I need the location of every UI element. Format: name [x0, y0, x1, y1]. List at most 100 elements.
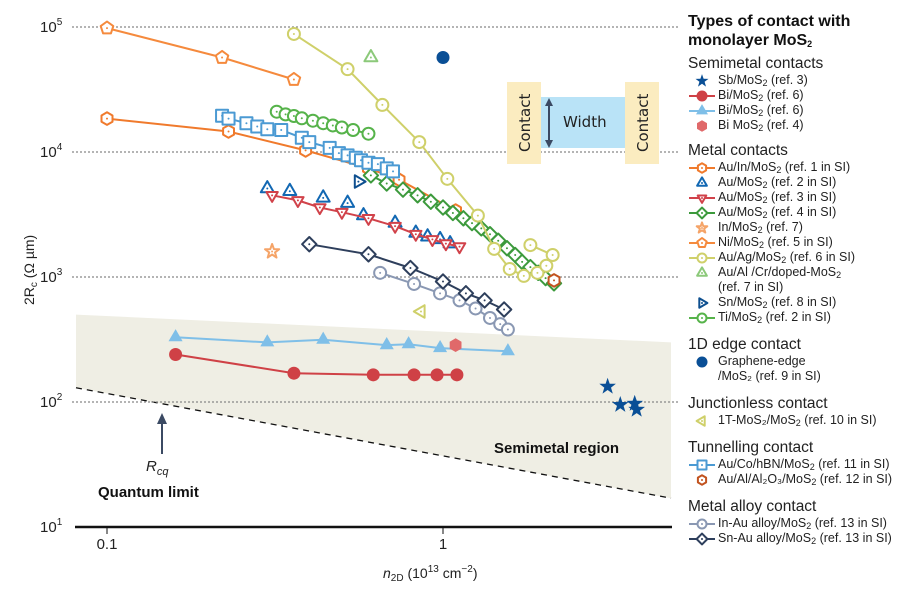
legend-item-al2o3: Au/Al/Al₂O₃/MoS2 (ref. 12 in SI) — [688, 472, 902, 487]
legend-item-au-in: Au/In/MoS2 (ref. 1 in SI) — [688, 160, 902, 175]
data-point-sb — [599, 377, 616, 394]
data-point-sn — [353, 174, 367, 189]
data-point-au-in — [100, 111, 114, 126]
legend-marker — [696, 474, 708, 486]
legend-item-1t: 1T-MoS₂/MoS2 (ref. 10 in SI) — [688, 413, 902, 428]
legend-marker-icon — [688, 103, 718, 118]
contact-schematic-inset: Contact Contact Width — [507, 82, 659, 164]
data-point-bi-circle — [430, 368, 444, 382]
data-point-bi-circle — [366, 368, 380, 382]
legend-item-label: Au/Ag/MoS2 (ref. 6 in SI) — [718, 250, 856, 265]
legend-item-sn: Sn/MoS2 (ref. 8 in SI) — [688, 295, 902, 310]
legend-item-label: Au/MoS2 (ref. 4 in SI) — [718, 205, 837, 220]
data-point-au3 — [409, 229, 423, 242]
data-point-ni — [214, 49, 230, 64]
legend-marker — [696, 518, 708, 530]
data-point-au3 — [335, 207, 349, 220]
data-point-au3 — [313, 203, 327, 216]
rcq-annotation: Rcq — [146, 413, 169, 478]
rcq-label: Rcq — [146, 458, 169, 478]
data-point-ni — [99, 20, 115, 35]
data-point-au4 — [444, 204, 462, 222]
data-point-al2o3 — [547, 273, 561, 288]
legend: Types of contact with monolayer MoS2 Semi… — [688, 12, 902, 546]
legend-group-label: Semimetal contacts — [688, 55, 824, 72]
data-point-sn-au — [476, 292, 493, 309]
legend-item-au3: Au/MoS2 (ref. 3 in SI) — [688, 190, 902, 205]
legend-item-label: 1T-MoS₂/MoS2 (ref. 10 in SI) — [718, 413, 877, 428]
legend-group-label: Junctionless contact — [688, 395, 828, 412]
inset-width-label: Width — [563, 113, 607, 131]
legend-item-in7: In/MoS2 (ref. 7) — [688, 220, 902, 235]
data-point-in-au — [500, 322, 515, 337]
data-point-bi-triangle — [379, 337, 394, 350]
legend-marker-icon — [688, 175, 718, 190]
data-point-au2 — [282, 182, 298, 196]
legend-marker — [696, 237, 708, 248]
data-point-au-ag — [523, 238, 538, 253]
legend-item-label: Au/Al/Al₂O₃/MoS2 (ref. 12 in SI) — [718, 472, 893, 487]
legend-item-label: Graphene-edge/MoS₂ (ref. 9 in SI) — [718, 354, 821, 383]
legend-marker-icon — [688, 457, 718, 472]
data-point-bi-triangle — [433, 340, 448, 353]
series-line-au3 — [271, 194, 460, 248]
data-point-au2 — [315, 189, 331, 203]
series-line-ni — [106, 27, 295, 81]
series-bi-triangle — [168, 329, 515, 356]
data-point-ti — [334, 120, 349, 135]
series-au-ag — [286, 26, 560, 283]
semimetal-region-label: Semimetal region — [494, 440, 619, 457]
data-point-au-ag — [412, 135, 427, 150]
legend-marker — [695, 532, 709, 546]
data-point-au-ag — [530, 265, 545, 280]
legend-item-label: Bi/MoS2 (ref. 6) — [718, 88, 804, 103]
legend-item-sn-au: Sn-Au alloy/MoS2 (ref. 13 in SI) — [688, 531, 902, 546]
data-point-bi-circle — [450, 368, 464, 382]
legend-item-label: Au/MoS2 (ref. 3 in SI) — [718, 190, 837, 205]
semimetal-region — [76, 314, 671, 499]
data-point-au-ag — [470, 208, 485, 223]
series-ni — [99, 20, 302, 86]
series-line-sn-au — [309, 243, 505, 311]
y-tick-label: 104 — [40, 142, 63, 161]
legend-item-label: Bi MoS2 (ref. 4) — [718, 118, 804, 133]
series-sn — [353, 174, 367, 189]
data-point-bi-triangle — [500, 343, 515, 356]
data-point-ti — [305, 113, 320, 128]
series-sn-au — [301, 236, 513, 318]
data-point-bi-circle — [407, 368, 421, 382]
legend-item-ti: Ti/MoS2 (ref. 2 in SI) — [688, 310, 902, 325]
data-point-1t — [412, 304, 426, 319]
legend-item-label: Au/Al /Cr/doped-MoS2 (ref. 7 in SI) — [718, 265, 842, 294]
legend-marker — [696, 194, 708, 204]
quantum-limit-label: Quantum limit — [98, 484, 199, 501]
y-tick-label: 102 — [40, 392, 63, 411]
legend-item-label: In-Au alloy/MoS2 (ref. 13 in SI) — [718, 516, 887, 531]
legend-marker-icon — [688, 88, 718, 103]
legend-item-bi-circle: Bi/MoS2 (ref. 6) — [688, 88, 902, 103]
inset-left-contact-label: Contact — [516, 94, 534, 152]
legend-marker-icon — [688, 516, 718, 531]
legend-item-hbn: Au/Co/hBN/MoS2 (ref. 11 in SI) — [688, 457, 902, 472]
data-point-au4 — [409, 187, 426, 204]
series-bi-circle — [169, 347, 464, 382]
series-sb — [599, 377, 645, 417]
data-point-au-ag — [539, 258, 554, 273]
series-in7 — [264, 243, 281, 259]
data-point-au4 — [422, 193, 439, 210]
legend-marker-icon — [688, 265, 718, 280]
data-point-ti — [361, 126, 376, 141]
data-point-au4 — [434, 199, 452, 216]
data-point-au3 — [388, 221, 402, 234]
data-point-bi-triangle — [401, 336, 416, 349]
series-graphene — [436, 51, 450, 65]
semimetal-region-layer — [75, 314, 672, 499]
legend-marker-icon — [688, 295, 718, 310]
axis-layer: 105 104 103 102 101 0.1 1 — [40, 17, 672, 553]
data-point-in-au — [407, 276, 422, 291]
legend-item-label: Au/MoS2 (ref. 2 in SI) — [718, 175, 837, 190]
legend-group-label: 1D edge contact — [688, 336, 801, 353]
data-point-au-al-cr — [363, 49, 379, 63]
legend-marker — [695, 206, 709, 220]
legend-marker — [696, 90, 708, 102]
